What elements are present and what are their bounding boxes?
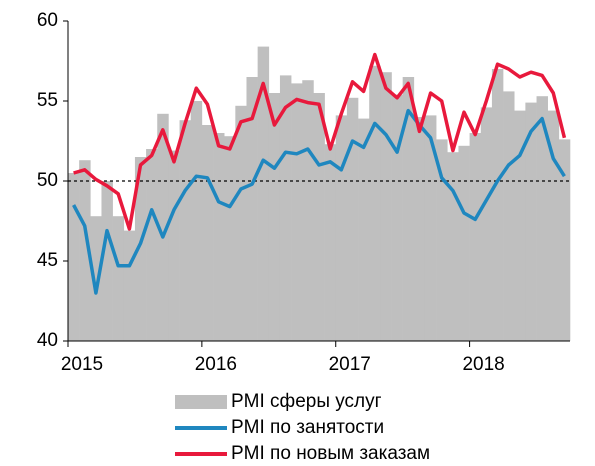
line-series <box>73 52 567 231</box>
bar <box>302 80 314 341</box>
bar <box>391 94 403 341</box>
bar <box>79 160 91 341</box>
bar <box>558 139 571 341</box>
x-tick-label: 2017 <box>329 354 371 375</box>
bar <box>469 133 482 341</box>
bar <box>346 97 359 341</box>
bar <box>436 139 448 341</box>
bar <box>447 152 459 341</box>
bar <box>480 107 493 342</box>
y-tick-label: 60 <box>37 10 58 31</box>
legend-label: PMI по занятости <box>231 417 384 438</box>
bar <box>213 133 225 341</box>
bar <box>335 115 348 342</box>
y-tick-label: 50 <box>37 170 58 191</box>
legend-label: PMI сферы услуг <box>231 391 382 412</box>
line-series <box>72 108 566 295</box>
bar <box>246 77 258 341</box>
bar <box>536 96 548 341</box>
bar <box>134 157 147 341</box>
bar <box>514 110 526 341</box>
bar <box>224 136 236 341</box>
bar <box>491 69 504 341</box>
bar <box>257 46 270 341</box>
bar <box>291 83 303 342</box>
bar <box>279 75 292 342</box>
y-tick-label: 55 <box>37 90 58 111</box>
bar <box>324 144 337 341</box>
bar <box>168 150 180 341</box>
bar <box>179 120 192 341</box>
x-tick-label: 2016 <box>195 354 237 375</box>
bar <box>402 77 415 341</box>
bar <box>525 102 537 341</box>
bar <box>413 117 426 341</box>
bar <box>112 216 125 341</box>
bar <box>358 118 370 341</box>
legend-swatch <box>175 395 227 409</box>
bar <box>424 115 437 342</box>
bar <box>458 145 470 341</box>
bar <box>146 149 158 341</box>
bar <box>190 101 203 341</box>
x-tick-label: 2018 <box>462 354 504 375</box>
bar <box>369 65 381 342</box>
bar <box>68 173 80 341</box>
legend-label: PMI по новым заказам <box>231 443 430 461</box>
bar <box>313 93 325 341</box>
bar <box>268 93 281 341</box>
bar <box>201 125 214 341</box>
bar <box>503 91 515 342</box>
bar <box>123 230 136 341</box>
bar <box>157 113 169 341</box>
y-tick-label: 45 <box>37 250 58 271</box>
bar <box>90 216 102 341</box>
bar <box>235 105 247 341</box>
bar <box>380 72 392 341</box>
y-tick-label: 40 <box>37 330 58 351</box>
bar <box>101 181 113 341</box>
bar <box>547 110 560 341</box>
x-tick-label: 2015 <box>61 354 103 375</box>
